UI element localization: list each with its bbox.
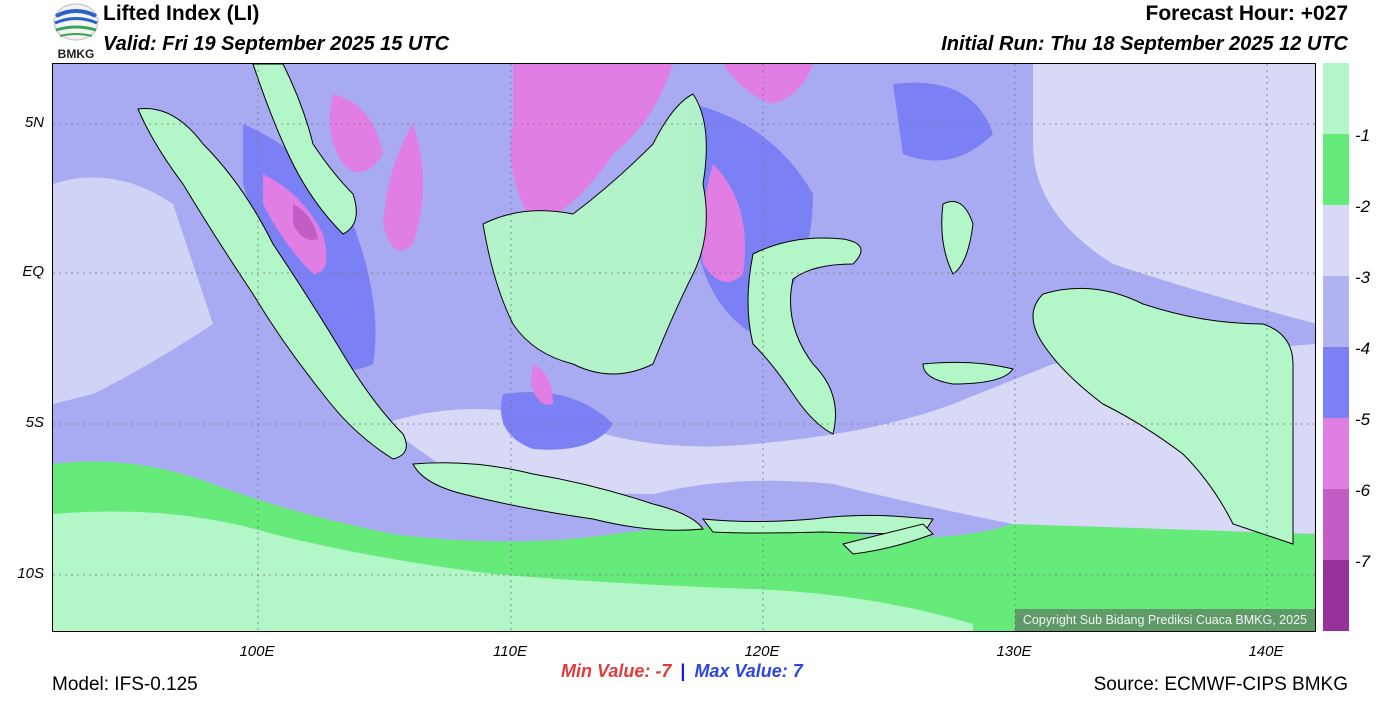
min-value: Min Value: -7 xyxy=(561,661,672,681)
model-label: Model: IFS-0.125 xyxy=(52,674,198,695)
legend-colorbar xyxy=(1323,63,1349,632)
initial-run: Initial Run: Thu 18 September 2025 12 UT… xyxy=(941,33,1348,55)
lat-label-eq: EQ xyxy=(22,263,44,280)
lon-label-110e: 110E xyxy=(493,643,527,660)
chart-title: Lifted Index (LI) xyxy=(103,2,260,25)
legend-swatch xyxy=(1323,205,1349,276)
legend-label: -2 xyxy=(1355,197,1371,216)
legend-swatch xyxy=(1323,134,1349,205)
value-separator: | xyxy=(680,661,686,681)
lat-label-5n: 5N xyxy=(24,114,44,131)
svg-text:BMKG: BMKG xyxy=(58,47,95,60)
valid-time: Valid: Fri 19 September 2025 15 UTC xyxy=(103,33,450,55)
min-max-values: Min Value: -7 | Max Value: 7 xyxy=(561,661,803,682)
legend-swatch xyxy=(1323,63,1349,134)
legend-label: -6 xyxy=(1355,481,1371,500)
legend-swatch xyxy=(1323,276,1349,347)
legend-swatch xyxy=(1323,560,1349,631)
legend-label: -4 xyxy=(1355,339,1371,358)
legend-swatch xyxy=(1323,347,1349,418)
lon-label-120e: 120E xyxy=(744,643,780,660)
lon-label-130e: 130E xyxy=(996,643,1032,660)
li-map: Copyright Sub Bidang Prediksi Cuaca BMKG… xyxy=(52,63,1316,632)
bmkg-logo: BMKG xyxy=(52,2,100,61)
copyright-notice: Copyright Sub Bidang Prediksi Cuaca BMKG… xyxy=(1014,609,1315,631)
lon-label-100e: 100E xyxy=(239,643,275,660)
forecast-hour: Forecast Hour: +027 xyxy=(1145,2,1349,25)
legend-label: -1 xyxy=(1355,126,1371,145)
legend-swatch xyxy=(1323,418,1349,489)
legend-label: -5 xyxy=(1355,410,1371,429)
lon-label-140e: 140E xyxy=(1248,643,1284,660)
lat-label-5s: 5S xyxy=(25,414,44,431)
legend-label: -7 xyxy=(1355,552,1371,571)
max-value: Max Value: 7 xyxy=(694,661,803,681)
lat-label-10s: 10S xyxy=(17,565,44,582)
legend-swatch xyxy=(1323,489,1349,560)
source-label: Source: ECMWF-CIPS BMKG xyxy=(1093,674,1348,695)
legend-label: -3 xyxy=(1355,268,1371,287)
